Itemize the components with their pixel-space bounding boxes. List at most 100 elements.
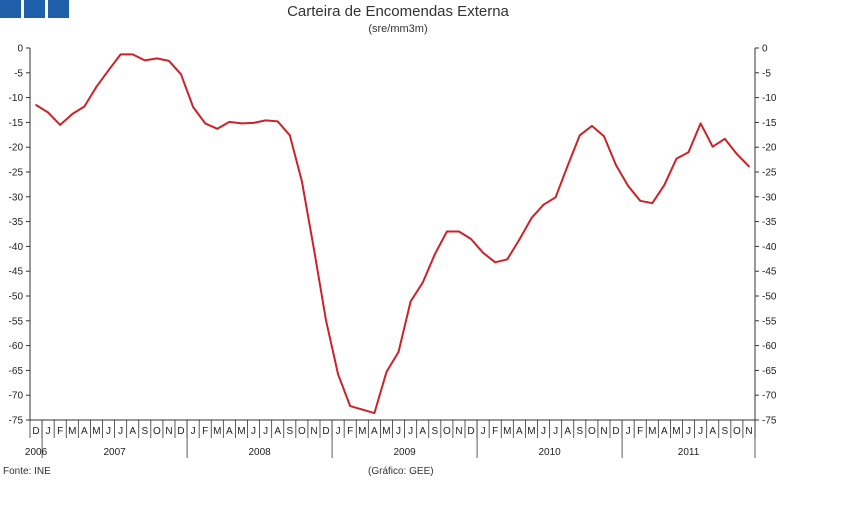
data-point — [627, 184, 630, 187]
x-tick-label-year: 2011 — [678, 447, 700, 458]
data-point — [252, 121, 255, 124]
x-tick-label-month: A — [564, 426, 571, 437]
x-tick-label-month: D — [467, 426, 474, 437]
x-tick-label-month: J — [396, 426, 401, 437]
x-tick-label-month: J — [106, 426, 111, 437]
x-tick-label-year: 2007 — [103, 447, 126, 458]
data-point — [337, 373, 340, 376]
x-tick-label-month: A — [371, 426, 378, 437]
x-tick-label-month: F — [347, 426, 353, 437]
y-tick-label-left: -70 — [9, 391, 24, 402]
y-tick-label-right: -35 — [762, 217, 777, 228]
data-point — [192, 106, 195, 108]
source-note: Fonte: INE — [3, 466, 51, 477]
credit-note: (Gráfico: GEE) — [368, 466, 434, 477]
data-point — [95, 85, 98, 88]
data-point — [530, 217, 533, 220]
x-tick-label-month: F — [637, 426, 643, 437]
data-point — [385, 370, 388, 373]
y-tick-label-left: -75 — [9, 416, 24, 427]
data-point — [107, 69, 110, 72]
data-point — [313, 248, 315, 251]
x-tick-label-month: M — [672, 426, 680, 437]
data-point — [675, 157, 678, 160]
data-point — [590, 124, 593, 127]
x-tick-label-month: A — [709, 426, 716, 437]
y-tick-label-left: -15 — [9, 118, 24, 129]
data-point — [119, 53, 122, 56]
y-tick-label-left: -35 — [9, 217, 24, 228]
logo-square — [0, 0, 21, 18]
y-tick-label-right: -75 — [762, 416, 777, 427]
y-tick-label-left: -50 — [9, 292, 24, 303]
x-tick-label-month: J — [46, 426, 51, 437]
x-tick-label-month: O — [298, 426, 306, 437]
y-tick-label-left: -10 — [9, 93, 24, 104]
data-point — [361, 408, 364, 411]
x-tick-label-year: 2006 — [25, 447, 48, 458]
y-tick-label-left: -20 — [9, 143, 24, 154]
y-tick-label-right: -60 — [762, 341, 777, 352]
x-tick-label-month: N — [310, 426, 317, 437]
x-tick-label-month: N — [600, 426, 607, 437]
data-point — [699, 122, 702, 125]
data-point — [276, 120, 279, 123]
y-tick-label-left: -65 — [9, 366, 24, 377]
data-point — [494, 261, 497, 264]
y-tick-label-right: -70 — [762, 391, 777, 402]
x-tick-label-month: F — [202, 426, 208, 437]
y-tick-label-right: -55 — [762, 316, 777, 327]
x-tick-label-month: M — [503, 426, 511, 437]
y-tick-label-right: -45 — [762, 267, 777, 278]
data-point — [723, 137, 726, 140]
y-tick-label-right: -30 — [762, 192, 777, 203]
data-point — [155, 57, 158, 60]
x-tick-label-month: A — [419, 426, 426, 437]
data-point — [566, 164, 569, 167]
x-tick-label-year: 2009 — [393, 447, 416, 458]
x-tick-label-month: M — [68, 426, 76, 437]
x-tick-label-month: F — [492, 426, 498, 437]
x-tick-label-month: O — [153, 426, 161, 437]
x-tick-label-month: S — [431, 426, 438, 437]
series-line — [35, 53, 750, 415]
y-tick-label-left: -45 — [9, 267, 24, 278]
data-point — [615, 164, 617, 166]
x-tick-label-month: M — [213, 426, 221, 437]
data-point — [47, 111, 50, 114]
x-tick-label-month: J — [191, 426, 196, 437]
data-point — [711, 145, 714, 148]
y-tick-label-left: -55 — [9, 316, 24, 327]
y-tick-label-left: -30 — [9, 192, 24, 203]
data-point — [216, 127, 219, 130]
x-tick-label-month: J — [481, 426, 486, 437]
x-tick-label-month: M — [92, 426, 100, 437]
x-tick-label-month: A — [661, 426, 668, 437]
x-tick-label-month: O — [733, 426, 741, 437]
data-point — [748, 165, 750, 168]
data-point — [518, 238, 521, 241]
data-point — [35, 104, 37, 106]
data-point — [458, 230, 460, 233]
y-tick-label-right: 0 — [762, 44, 768, 55]
y-tick-label-right: -10 — [762, 93, 777, 104]
x-tick-label-month: A — [274, 426, 281, 437]
data-point — [663, 183, 666, 186]
y-tick-label-left: -40 — [9, 242, 24, 253]
data-point — [639, 199, 642, 202]
x-tick-label-month: M — [648, 426, 656, 437]
x-tick-label-month: J — [553, 426, 558, 437]
x-tick-label-month: O — [443, 426, 451, 437]
data-point — [687, 151, 690, 154]
x-tick-label-month: J — [336, 426, 341, 437]
x-tick-label-month: S — [141, 426, 148, 437]
data-point — [578, 134, 581, 137]
data-point — [228, 121, 231, 123]
y-tick-label-left: -60 — [9, 341, 24, 352]
x-tick-label-month: O — [588, 426, 596, 437]
x-tick-label-year: 2010 — [538, 447, 561, 458]
y-tick-label-right: -40 — [762, 242, 777, 253]
data-point — [554, 196, 557, 199]
data-point — [83, 105, 86, 108]
x-tick-label-month: J — [408, 426, 413, 437]
